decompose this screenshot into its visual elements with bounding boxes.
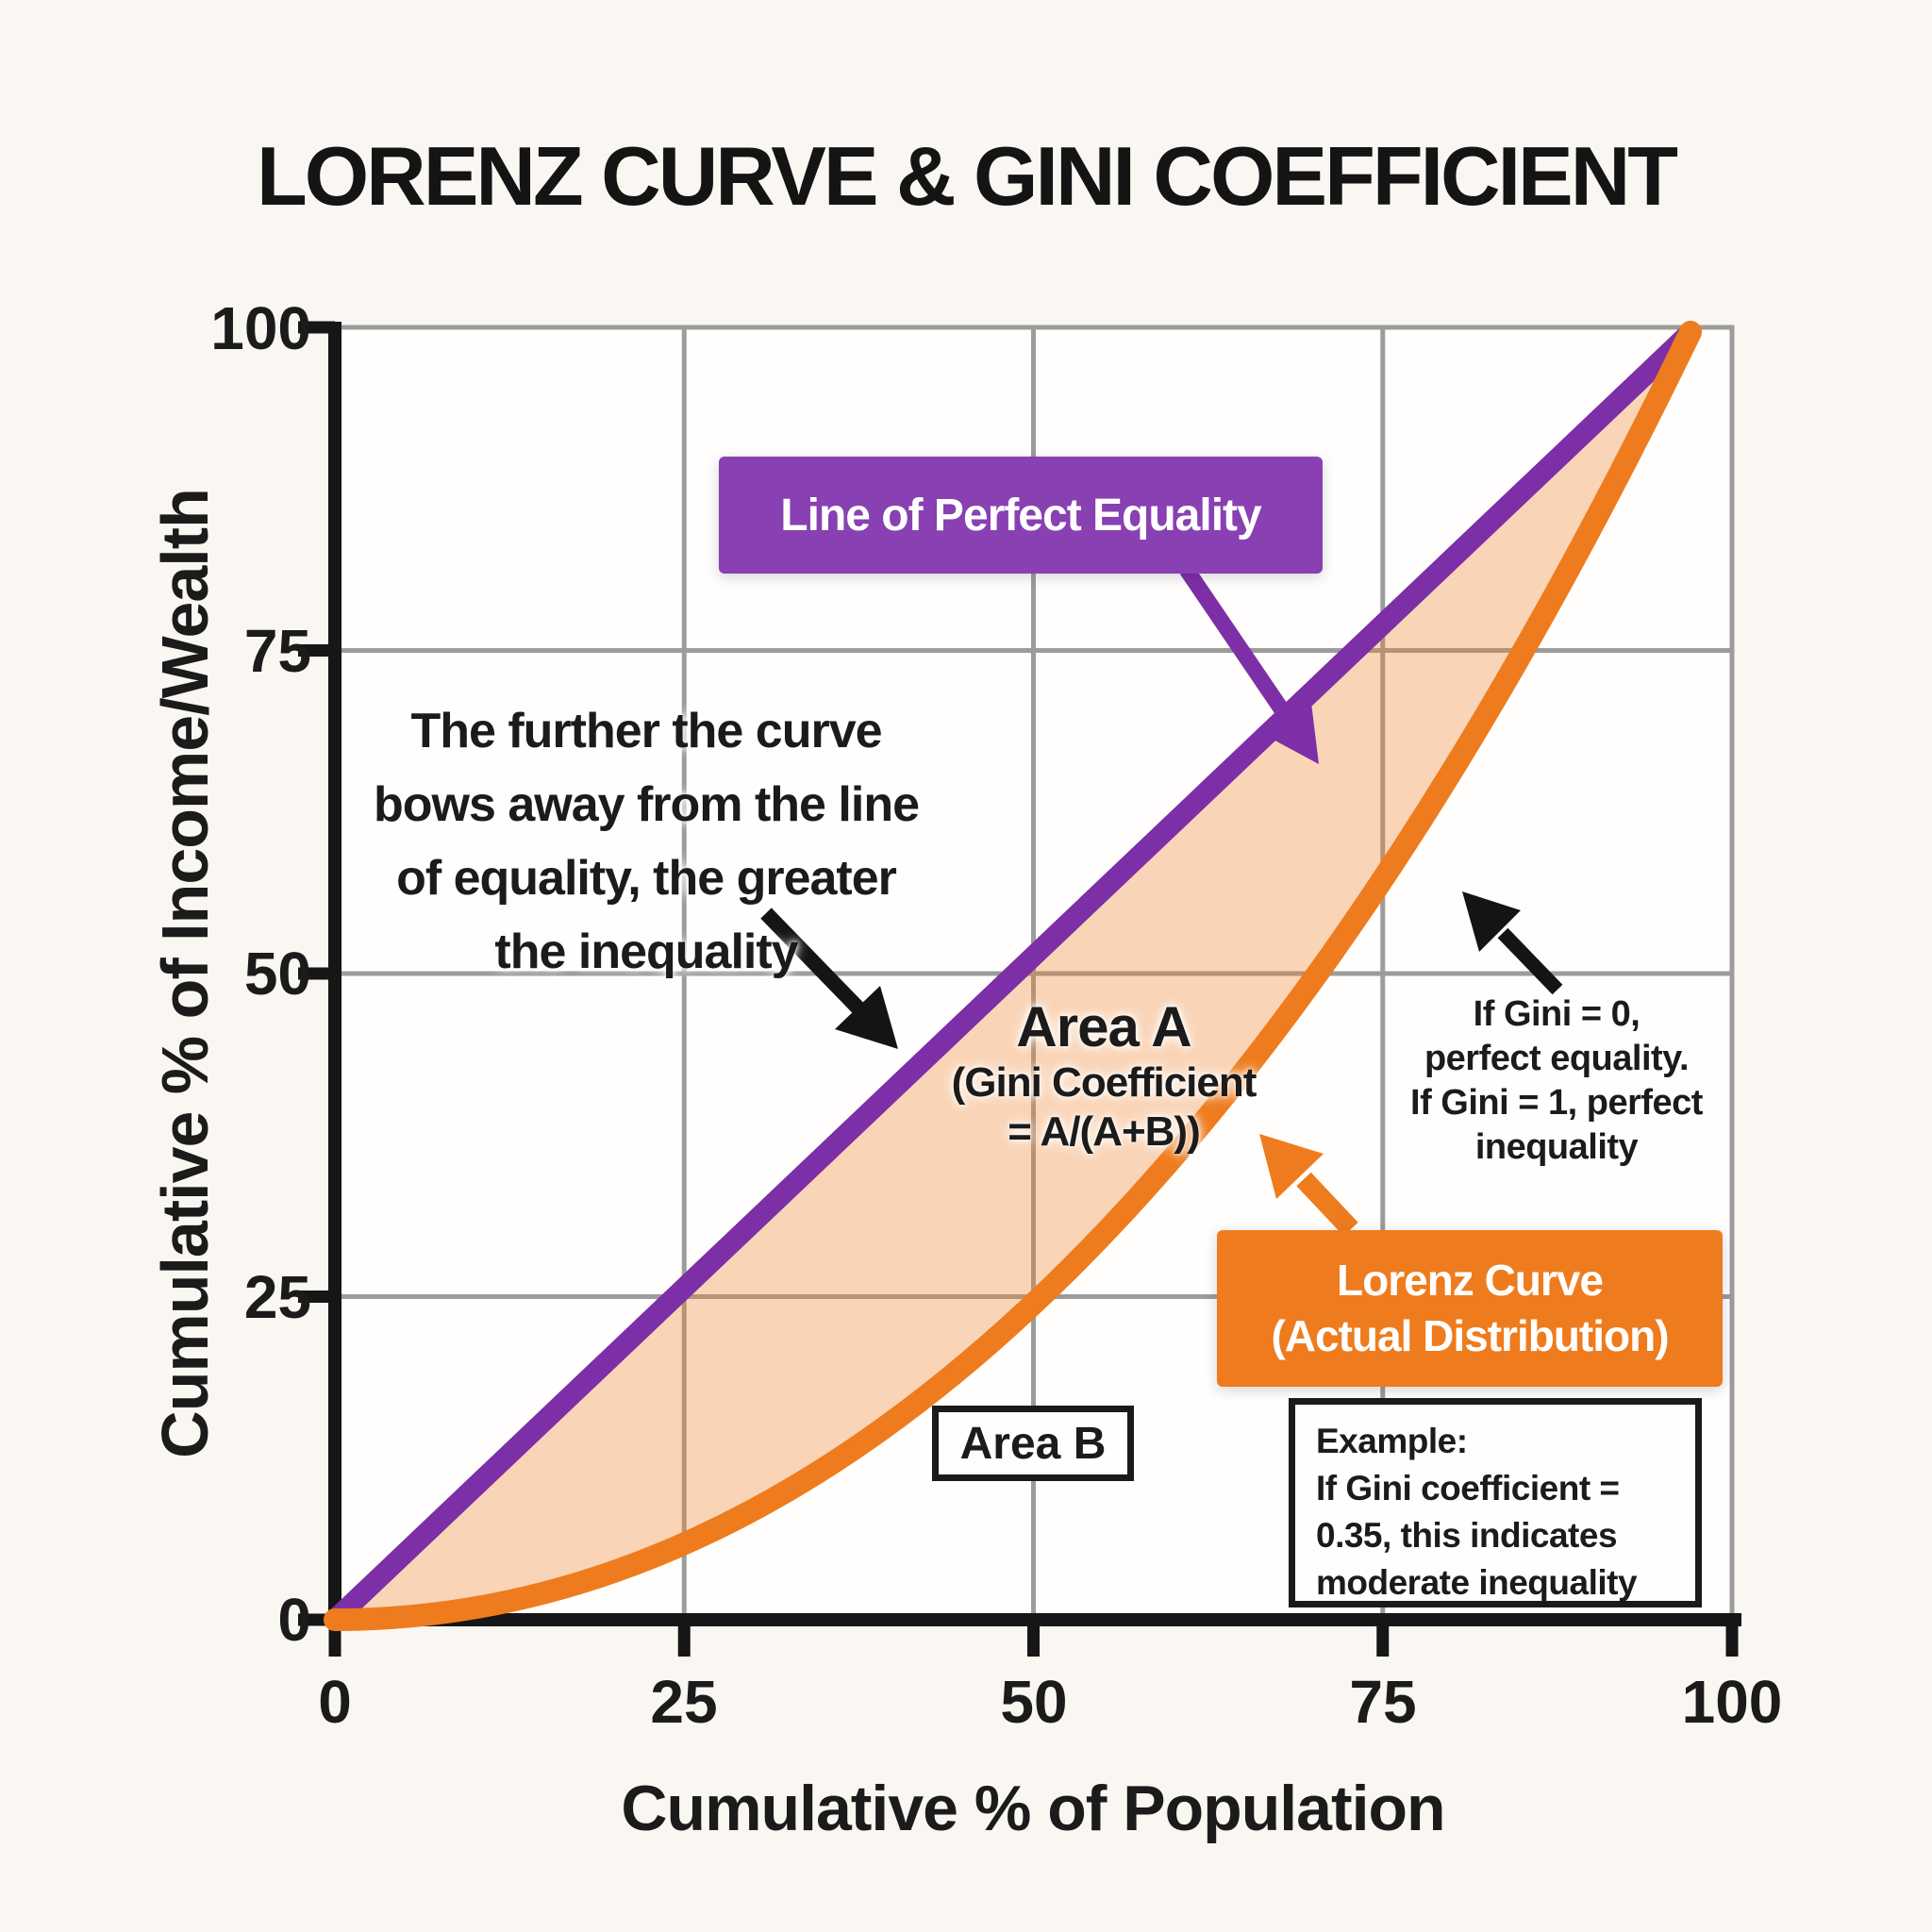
bows-note-line4: the inequality [494,924,798,979]
lorenz-curve [324,321,1702,1631]
example-box: Example: If Gini coefficient = 0.35, thi… [1289,1398,1702,1607]
bows-note-arrow-icon [760,908,898,1049]
x-tick-label-75: 75 [1349,1668,1417,1736]
gini-note-arrow-icon [1462,891,1563,995]
lorenz-arrow-shaft [1296,1172,1358,1237]
lorenz-curve-label-line2: (Actual Distribution) [1271,1311,1669,1360]
equality-arrow-head [1257,695,1319,764]
equality-arrow-icon [1179,565,1319,764]
y-tick-label-100: 100 [210,294,311,362]
area-a-label: Area A (Gini Coefficient = A/(A+B)) [906,996,1302,1157]
bows-note-line3: of equality, the greater [396,851,897,906]
gini-note-line1: If Gini = 0, [1473,994,1641,1034]
equality-line [325,322,1701,1630]
bows-note-line2: bows away from the line [373,777,920,832]
x-tick-label-100: 100 [1681,1668,1783,1736]
y-tick-label-0: 0 [277,1586,311,1654]
example-line2: If Gini coefficient = [1316,1469,1620,1507]
gini-note-arrow-shaft [1497,927,1563,995]
bows-note-arrow-head [835,986,898,1049]
example-line1: Example: [1316,1422,1468,1460]
area-a-title: Area A [1016,995,1191,1058]
area-a-sub1: (Gini Coefficient [951,1059,1257,1106]
page-title: LORENZ CURVE & GINI COEFFICIENT [256,129,1678,223]
lorenz-curve-label: Lorenz Curve (Actual Distribution) [1217,1230,1723,1387]
y-tick-label-75: 75 [243,617,311,685]
bows-note-line1: The further the curve [410,704,882,758]
gini-note: If Gini = 0, perfect equality. If Gini =… [1368,992,1745,1170]
example-line3: 0.35, this indicates [1316,1516,1618,1555]
x-tick-label-0: 0 [318,1668,352,1736]
bows-note: The further the curve bows away from the… [302,694,991,989]
plot-frame [335,325,1735,1620]
y-tick-label-25: 25 [243,1263,311,1331]
x-tick-label-50: 50 [1000,1668,1068,1736]
lorenz-curve-label-line1: Lorenz Curve [1337,1256,1604,1306]
example-line4: moderate inequality [1316,1563,1638,1602]
y-tick-label-50: 50 [243,940,311,1008]
equality-arrow-shaft [1179,565,1296,724]
gini-note-line2: perfect equality. [1424,1039,1690,1078]
equality-line-label: Line of Perfect Equality [719,457,1323,574]
gini-note-arrow-head [1462,891,1521,952]
gini-note-line4: inequality [1474,1127,1639,1167]
gini-note-line3: If Gini = 1, perfect [1410,1083,1703,1123]
lorenz-arrow-icon [1259,1134,1358,1237]
area-a-sub2: = A/(A+B)) [1008,1108,1201,1155]
lorenz-arrow-head [1259,1134,1324,1199]
x-axis-title: Cumulative % of Population [621,1773,1445,1844]
area-b-label: Area B [932,1406,1134,1481]
x-tick-label-25: 25 [650,1668,718,1736]
bows-note-arrow-shaft [760,908,866,1016]
